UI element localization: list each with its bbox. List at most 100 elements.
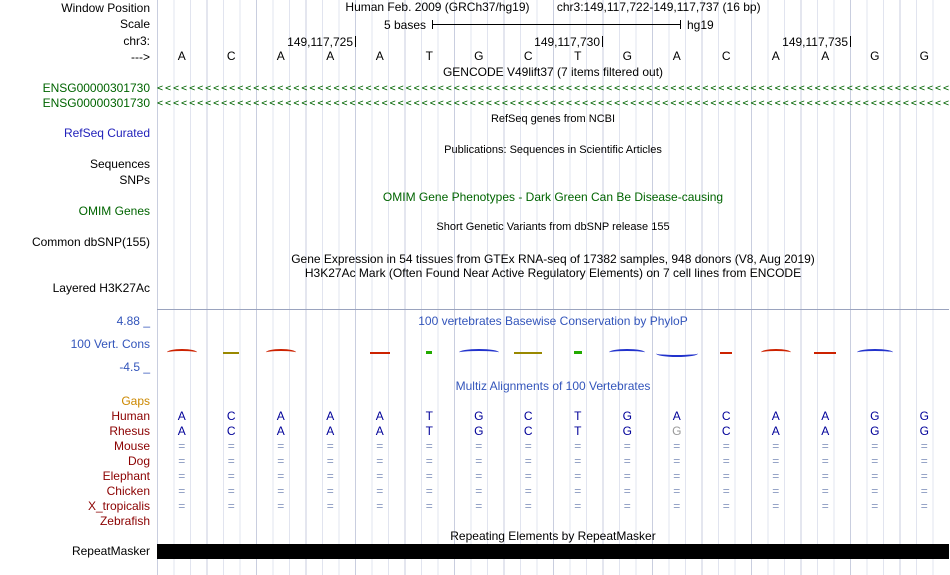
conservation-track-label[interactable]: 100 Vert. Cons [70,337,150,351]
base-letter: G [919,424,929,438]
alignment-gap-marker: = [673,439,681,453]
omim-genes-label[interactable]: OMIM Genes [78,204,150,218]
conservation-mark [426,351,433,354]
coordinate-label: 149,117,730 [534,35,600,49]
alignment-gap-marker: = [574,499,582,513]
dbsnp-track-title[interactable]: Short Genetic Variants from dbSNP releas… [436,221,670,233]
gene-intron-arrows[interactable]: <<<<<<<<<<<<<<<<<<<<<<<<<<<<<<<<<<<<<<<<… [157,98,949,109]
multiz-species-label-dog[interactable]: Dog [127,454,150,468]
alignment-gap-marker: = [772,469,780,483]
base-letter: A [672,49,681,63]
snps-label[interactable]: SNPs [119,173,150,187]
alignment-gap-marker: = [772,499,780,513]
base-letter: A [177,424,186,438]
multiz-row-gaps[interactable] [157,395,949,409]
alignment-gap-marker: = [326,439,334,453]
refseq-track-title[interactable]: RefSeq genes from NCBI [490,113,616,125]
coordinate-tick [355,36,356,47]
alignment-gap-marker: = [673,454,681,468]
multiz-species-label-elephant[interactable]: Elephant [102,469,150,483]
multiz-species-label-mouse[interactable]: Mouse [113,439,150,453]
gtex-track-title[interactable]: Gene Expression in 54 tissues from GTEx … [291,252,815,266]
alignment-gap-marker: = [326,484,334,498]
strand-arrow-label: ---> [131,50,150,64]
base-letter: A [771,424,780,438]
alignment-gap-marker: = [425,439,433,453]
multiz-species-label-rhesus[interactable]: Rhesus [109,424,150,438]
base-letter: A [375,49,384,63]
multiz-row-mouse[interactable]: = = = = = = = = = = = = = = = = [157,440,949,454]
alignment-gap-marker: = [227,484,235,498]
base-letter: C [226,49,236,63]
repeatmasker-label[interactable]: RepeatMasker [71,544,150,558]
base-letter: A [177,409,186,423]
conservation-mark [655,350,698,357]
base-letter: A [326,409,335,423]
alignment-gap-marker: = [178,439,186,453]
multiz-row-zebrafish[interactable] [157,515,949,529]
assembly-title: Human Feb. 2009 (GRCh37/hg19) [345,0,530,14]
repeatmasker-track-title[interactable]: Repeating Elements by RepeatMasker [450,529,656,543]
alignment-gap-marker: = [524,454,532,468]
refseq-curated-label[interactable]: RefSeq Curated [63,126,150,140]
gencode-track-title[interactable]: GENCODE V49lift37 (7 items filtered out) [442,65,664,79]
alignment-gap-marker: = [574,484,582,498]
dbsnp-label[interactable]: Common dbSNP(155) [31,235,150,249]
alignment-gap-marker: = [376,499,384,513]
gene-label[interactable]: ENSG00000301730 [42,81,150,95]
phylop-track-title[interactable]: 100 vertebrates Basewise Conservation by… [418,314,688,328]
chrom-label: chr3: [123,34,150,48]
conservation-wiggle[interactable] [157,0,949,575]
multiz-row-elephant[interactable]: = = = = = = = = = = = = = = = = [157,470,949,484]
alignment-gap-marker: = [772,484,780,498]
gene-intron-arrows[interactable]: <<<<<<<<<<<<<<<<<<<<<<<<<<<<<<<<<<<<<<<<… [157,83,949,94]
gene-label[interactable]: ENSG00000301730 [42,96,150,110]
base-letter: C [721,49,731,63]
alignment-gap-marker: = [623,484,631,498]
multiz-row-dog[interactable]: = = = = = = = = = = = = = = = = [157,455,949,469]
multiz-species-label-chicken[interactable]: Chicken [106,484,150,498]
base-letter: G [474,409,484,423]
base-letter: C [523,409,533,423]
conservation-mark [760,349,791,356]
multiz-species-label-gaps[interactable]: Gaps [121,394,150,408]
alignment-gap-marker: = [475,439,483,453]
alignment-gap-marker: = [227,499,235,513]
h3k27ac-track-title[interactable]: H3K27Ac Mark (Often Found Near Active Re… [304,266,802,280]
base-letter: T [425,409,433,423]
base-letter: C [523,49,533,63]
repeatmasker-element-bar[interactable] [157,544,949,559]
alignment-gap-marker: = [178,454,186,468]
multiz-species-label-x_tropicalis[interactable]: X_tropicalis [87,499,150,513]
publications-track-title[interactable]: Publications: Sequences in Scientific Ar… [444,144,662,156]
conservation-mark [720,352,733,354]
base-letter: G [919,49,929,63]
omim-track-title[interactable]: OMIM Gene Phenotypes - Dark Green Can Be… [382,190,724,204]
alignment-gap-marker: = [277,454,285,468]
base-letter: A [276,424,285,438]
base-letter: G [622,49,632,63]
sequences-label[interactable]: Sequences [89,157,150,171]
alignment-gap-marker: = [475,484,483,498]
alignment-gap-marker: = [574,454,582,468]
alignment-gap-marker: = [524,484,532,498]
multiz-row-x_tropicalis[interactable]: = = = = = = = = = = = = = = = = [157,500,949,514]
multiz-species-label-human[interactable]: Human [111,409,150,423]
alignment-gap-marker: = [722,469,730,483]
alignment-gap-marker: = [227,439,235,453]
conservation-mark [514,352,543,354]
multiz-track-title[interactable]: Multiz Alignments of 100 Vertebrates [455,379,651,393]
alignment-gap-marker: = [425,454,433,468]
multiz-species-label-zebrafish[interactable]: Zebrafish [99,514,150,528]
base-letter: T [574,49,582,63]
multiz-row-chicken[interactable]: = = = = = = = = = = = = = = = = [157,485,949,499]
base-letter: G [672,424,682,438]
alignment-gap-marker: = [920,454,928,468]
window-title: Human Feb. 2009 (GRCh37/hg19) chr3:149,1… [157,1,949,14]
layered-h3k27ac-label[interactable]: Layered H3K27Ac [52,281,150,295]
alignment-gap-marker: = [376,469,384,483]
